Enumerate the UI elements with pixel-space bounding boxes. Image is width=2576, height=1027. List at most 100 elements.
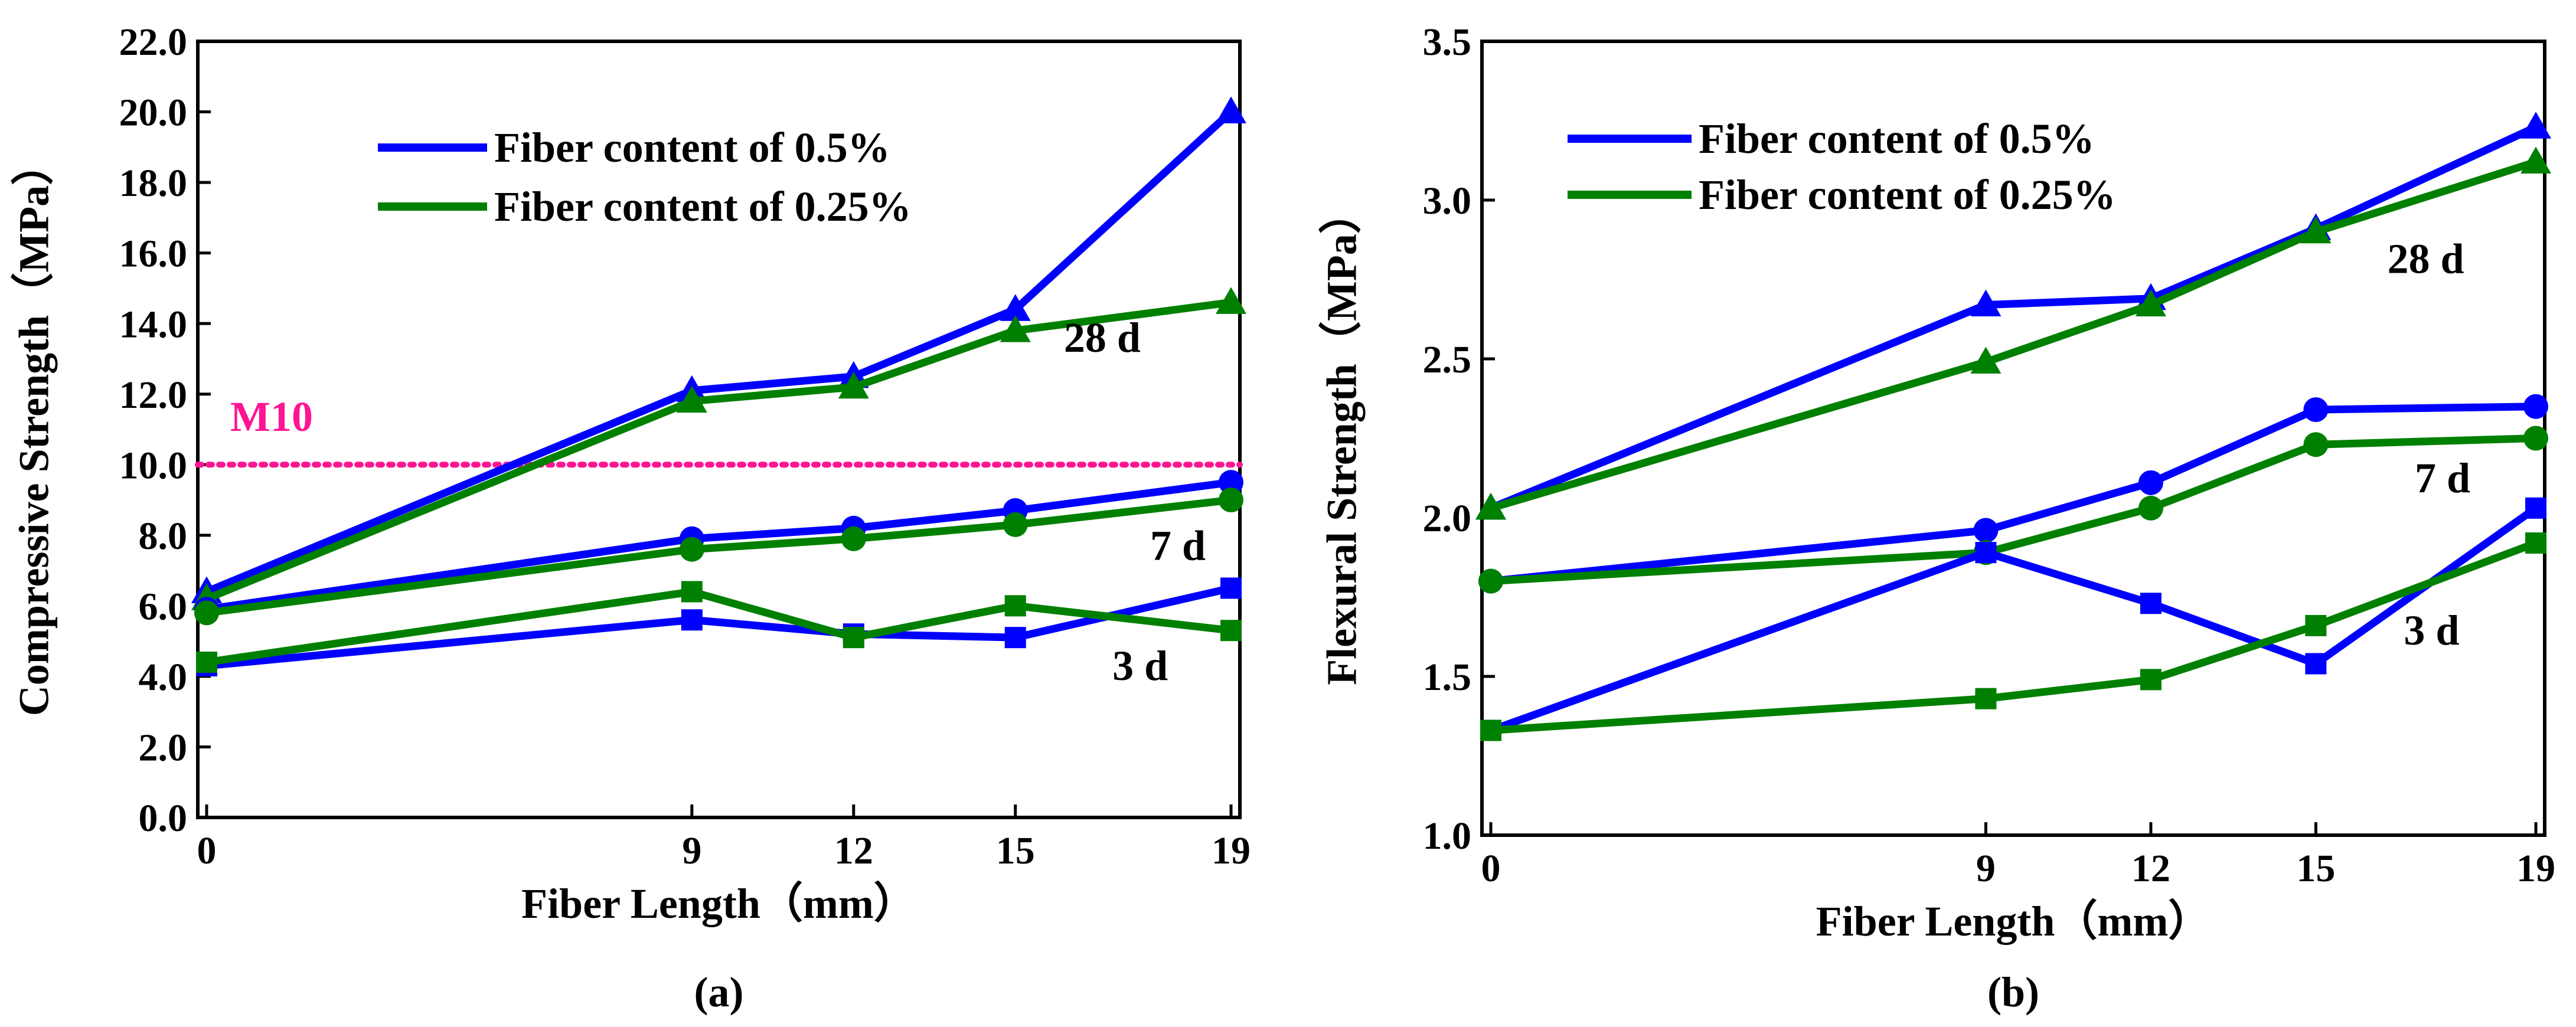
y-tick-label: 22.0	[119, 21, 188, 64]
panel-b: 1.0 1.5 2.0 2.5 3.0 3.5 0 9 12 15 19 Fiber Length（m…	[1318, 21, 2555, 1016]
y-tick-label: 16.0	[119, 233, 188, 276]
data-point	[2521, 112, 2551, 139]
data-point	[2525, 532, 2546, 554]
series-3d-green	[196, 581, 1242, 673]
data-point	[1970, 289, 2002, 317]
panel-label: (b)	[1987, 969, 2039, 1016]
data-point	[2525, 497, 2546, 519]
y-tick-label: 2.5	[1423, 338, 1472, 381]
data-point	[1003, 512, 1028, 537]
data-point	[841, 526, 866, 551]
x-axis-title: Fiber Length（mm）	[521, 880, 916, 927]
data-point	[1000, 294, 1031, 321]
data-point	[1216, 96, 1246, 124]
age-annotation: 7 d	[1150, 522, 1206, 570]
y-tick-label: 18.0	[119, 162, 188, 205]
data-point	[2138, 470, 2163, 495]
data-point	[1478, 568, 1503, 594]
x-tick-label: 9	[682, 829, 701, 872]
legend-label: Fiber content of 0.25%	[494, 183, 912, 230]
x-tick-label: 15	[2296, 847, 2335, 890]
data-point	[2300, 216, 2332, 244]
data-point	[2523, 426, 2548, 451]
x-tick-label: 15	[996, 829, 1035, 872]
y-tick-label: 0.0	[139, 797, 188, 840]
data-point	[1480, 719, 1501, 741]
y-tick-label: 10.0	[119, 444, 188, 487]
data-point	[1004, 595, 1026, 617]
data-point	[676, 385, 707, 413]
data-point	[2303, 397, 2329, 423]
data-point	[2305, 614, 2327, 636]
reference-line-label: M10	[230, 393, 313, 440]
panel-a: 0.0 2.0 4.0 6.0 8.0 10.0 12.0 14.0 16.0 18.0 20.0 2…	[11, 21, 1251, 1016]
data-point	[681, 581, 703, 603]
data-point	[1220, 620, 1242, 642]
y-tick-label: 3.5	[1423, 21, 1472, 64]
legend-label: Fiber content of 0.5%	[494, 124, 890, 171]
x-tick-label: 19	[2516, 847, 2555, 890]
data-point	[2140, 669, 2162, 691]
x-tick-label: 0	[1481, 847, 1501, 890]
data-point	[838, 371, 869, 399]
series-7d-green	[194, 488, 1243, 626]
data-point	[1975, 542, 1997, 564]
y-axis-title: Flexural Strength（MPa）	[1318, 191, 1366, 685]
legend-label: Fiber content of 0.25%	[1699, 171, 2116, 218]
y-tick-label: 6.0	[139, 585, 188, 628]
data-point	[1000, 315, 1031, 342]
data-point	[194, 600, 219, 626]
age-annotation: 7 d	[2415, 454, 2470, 502]
y-tick-label: 3.0	[1423, 179, 1472, 223]
data-point	[1220, 577, 1242, 599]
y-tick-label: 12.0	[119, 374, 188, 417]
y-tick-label: 2.0	[1423, 497, 1472, 540]
y-tick-label: 1.0	[1423, 815, 1472, 858]
y-axis-title: Compressive Strength（MPa）	[11, 143, 58, 716]
y-tick-label: 2.0	[139, 727, 188, 770]
data-point	[196, 652, 217, 673]
series-7d-blue	[1478, 394, 2548, 594]
data-point	[2305, 653, 2327, 675]
x-tick-label: 9	[1976, 847, 1996, 890]
legend-label: Fiber content of 0.5%	[1699, 115, 2095, 162]
series-3d-green	[1480, 532, 2546, 741]
data-point	[2135, 289, 2166, 317]
panel-label: (a)	[694, 969, 744, 1016]
data-point	[1219, 488, 1243, 513]
y-tick-label: 14.0	[119, 303, 188, 346]
y-tick-label: 20.0	[119, 91, 188, 135]
data-point	[2523, 394, 2548, 419]
x-axis-title: Fiber Length（mm）	[1816, 898, 2211, 945]
y-tick-label: 1.5	[1423, 656, 1472, 699]
series-3d-blue	[1480, 497, 2546, 741]
y-tick-label: 4.0	[139, 656, 188, 699]
age-annotation: 28 d	[1064, 314, 1141, 361]
data-point	[1216, 287, 1246, 314]
data-point	[2521, 146, 2551, 174]
x-tick-label: 0	[197, 829, 217, 872]
x-tick-label: 12	[834, 829, 873, 872]
series-line	[1490, 403, 2536, 586]
data-point	[1973, 518, 1999, 543]
data-point	[1970, 346, 2002, 374]
plot-frame	[196, 40, 1242, 819]
data-point	[1004, 627, 1026, 649]
data-point	[1219, 470, 1243, 495]
data-point	[679, 537, 704, 562]
age-annotation: 28 d	[2387, 236, 2464, 283]
x-tick-label: 19	[1212, 829, 1251, 872]
x-tick-label: 12	[2131, 847, 2170, 890]
data-point	[2303, 432, 2329, 457]
data-point	[2140, 593, 2162, 614]
data-point	[1975, 688, 1997, 709]
y-tick-label: 8.0	[139, 515, 188, 558]
data-point	[2138, 495, 2163, 521]
age-annotation: 3 d	[2404, 607, 2459, 654]
data-point	[681, 609, 703, 631]
series-28d-green	[1475, 146, 2551, 520]
age-annotation: 3 d	[1112, 642, 1168, 689]
data-point	[843, 627, 864, 649]
